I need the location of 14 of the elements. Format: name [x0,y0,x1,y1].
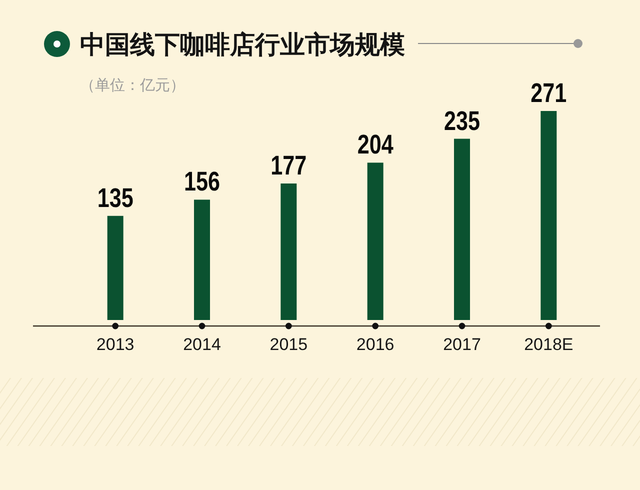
data-label: 177 [270,151,307,182]
data-label: 235 [444,106,480,136]
chart-subtitle: （单位：亿元） [80,77,185,94]
x-tick-label: 2018E [524,335,574,354]
data-label: 135 [97,184,134,214]
data-label: 204 [357,130,394,160]
x-tick-label: 2016 [356,335,394,354]
chart-title: 中国线下咖啡店行业市场规模 [80,31,405,59]
data-label: 156 [184,168,220,198]
data-label: 271 [530,78,567,109]
x-tick-label: 2017 [443,335,481,354]
x-tick-label: 2015 [270,335,308,354]
x-tick-label: 2014 [183,335,221,354]
x-tick-label: 2013 [96,335,134,354]
